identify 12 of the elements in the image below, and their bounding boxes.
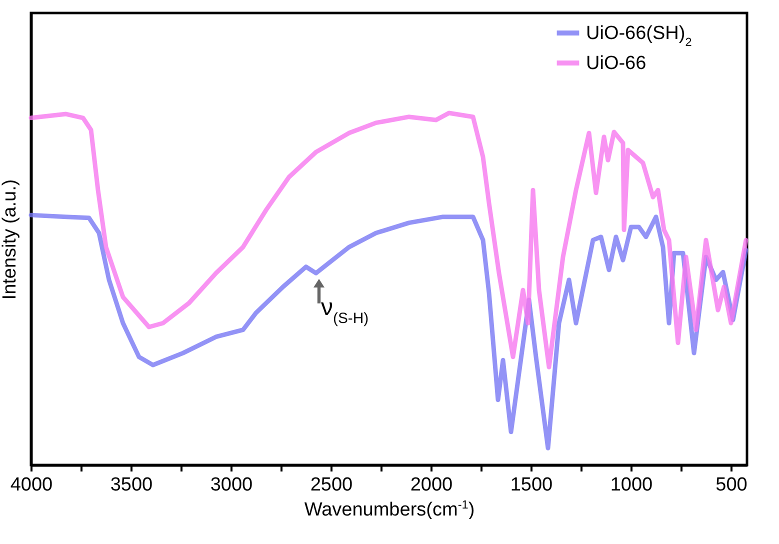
x-tick-label: 1000	[610, 474, 653, 496]
legend-label: UiO-66	[586, 53, 646, 74]
x-tick-label: 500	[716, 474, 748, 496]
x-tick-label: 2500	[310, 474, 353, 496]
x-tick-label: 3000	[210, 474, 253, 496]
x-tick-label: 2000	[410, 474, 453, 496]
x-tick-label: 1500	[510, 474, 553, 496]
y-axis-title: Intensity (a.u.)	[0, 179, 20, 300]
legend-label: UiO-66(SH)$_{2}$	[586, 23, 692, 49]
x-tick-label: 4000	[10, 474, 53, 496]
x-tick-label: 3500	[110, 474, 153, 496]
annotation: ν$_{(S-H)}$	[321, 294, 369, 328]
